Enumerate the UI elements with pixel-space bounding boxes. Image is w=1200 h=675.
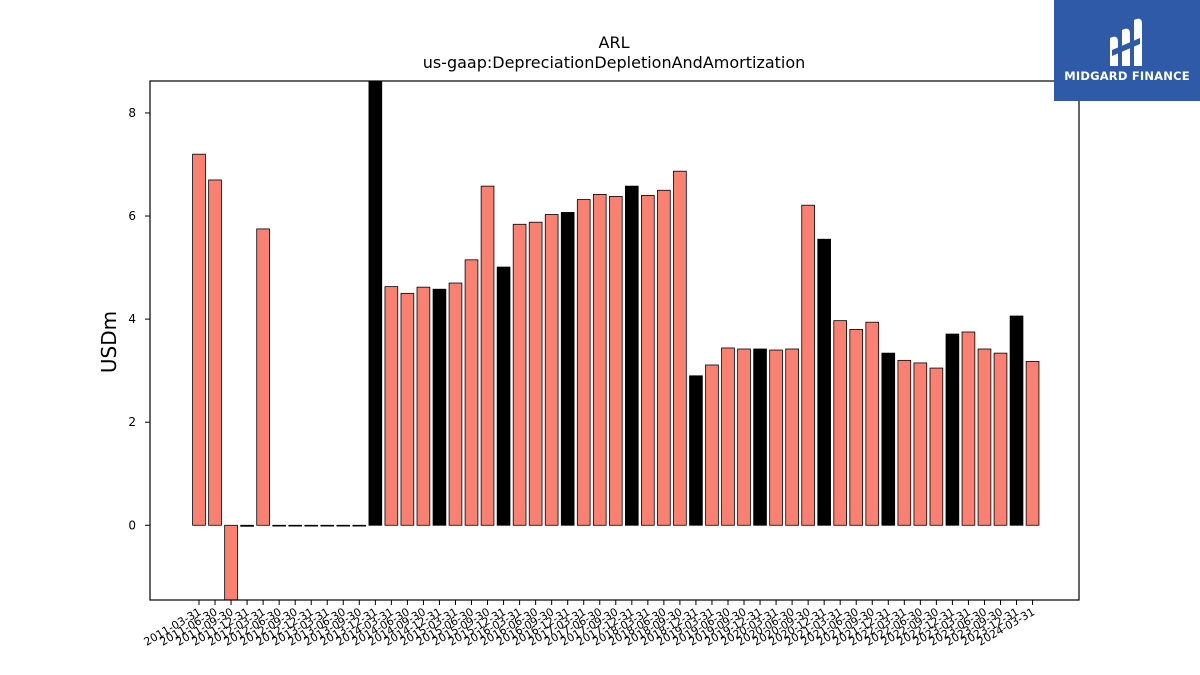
bar	[480, 185, 495, 526]
bar	[512, 223, 527, 526]
bar	[721, 347, 735, 526]
bar	[833, 320, 847, 526]
midgard-logo-icon	[1110, 18, 1142, 67]
bar	[769, 349, 783, 526]
bar	[929, 367, 944, 526]
bar	[993, 352, 1008, 526]
y-tick-label: 0	[128, 518, 136, 532]
bar	[400, 292, 415, 526]
bar	[705, 364, 719, 526]
bar	[1009, 315, 1024, 526]
bar	[416, 286, 431, 526]
bar	[897, 359, 912, 526]
bar	[208, 179, 222, 526]
bar	[913, 362, 928, 526]
bar	[192, 153, 206, 526]
bar	[849, 329, 864, 526]
bar	[352, 524, 367, 527]
y-tick-label: 8	[128, 106, 136, 120]
bar	[384, 286, 399, 526]
bar	[560, 212, 575, 526]
bar	[304, 524, 319, 527]
bar	[528, 221, 543, 526]
bar	[608, 196, 623, 526]
y-axis-ticks: 0 2 4 6 8	[128, 106, 150, 532]
y-tick-label: 6	[128, 209, 136, 223]
chart-title: ARL	[599, 33, 630, 52]
bar	[432, 288, 447, 526]
bar	[1025, 360, 1040, 526]
bars-group	[192, 80, 1040, 601]
bar	[240, 524, 254, 527]
midgard-finance-logo: MIDGARD FINANCE	[1054, 0, 1200, 101]
bar	[961, 331, 976, 526]
bar	[288, 524, 302, 527]
bar	[464, 259, 479, 526]
bar	[272, 524, 286, 527]
bar	[817, 238, 831, 526]
bar	[737, 348, 751, 526]
bar	[256, 228, 270, 526]
bar	[625, 185, 639, 526]
bar	[865, 321, 880, 526]
bar	[689, 375, 703, 526]
bar	[224, 524, 238, 601]
bar	[945, 333, 960, 526]
bar	[544, 214, 559, 526]
bar	[592, 193, 607, 526]
bar	[368, 80, 383, 526]
bar	[881, 352, 896, 526]
plot-frame	[149, 80, 1080, 601]
bar	[801, 204, 815, 526]
bar	[496, 266, 511, 526]
bar	[785, 348, 799, 526]
bar	[977, 348, 992, 526]
bar	[336, 524, 351, 527]
y-tick-label: 2	[128, 415, 136, 429]
bar	[641, 195, 655, 526]
bar	[673, 170, 687, 526]
y-tick-label: 4	[128, 312, 136, 326]
chart-subtitle: us-gaap:DepreciationDepletionAndAmortiza…	[423, 53, 806, 72]
y-axis-label: USDm	[97, 311, 121, 373]
x-axis-ticks: 2011-03-312011-06-302011-09-302011-12-31…	[142, 600, 1037, 649]
bar	[657, 189, 671, 526]
bar	[576, 199, 591, 526]
bar	[753, 348, 767, 526]
bar	[448, 282, 463, 526]
bar	[320, 524, 335, 527]
logo-text: MIDGARD FINANCE	[1064, 69, 1190, 83]
